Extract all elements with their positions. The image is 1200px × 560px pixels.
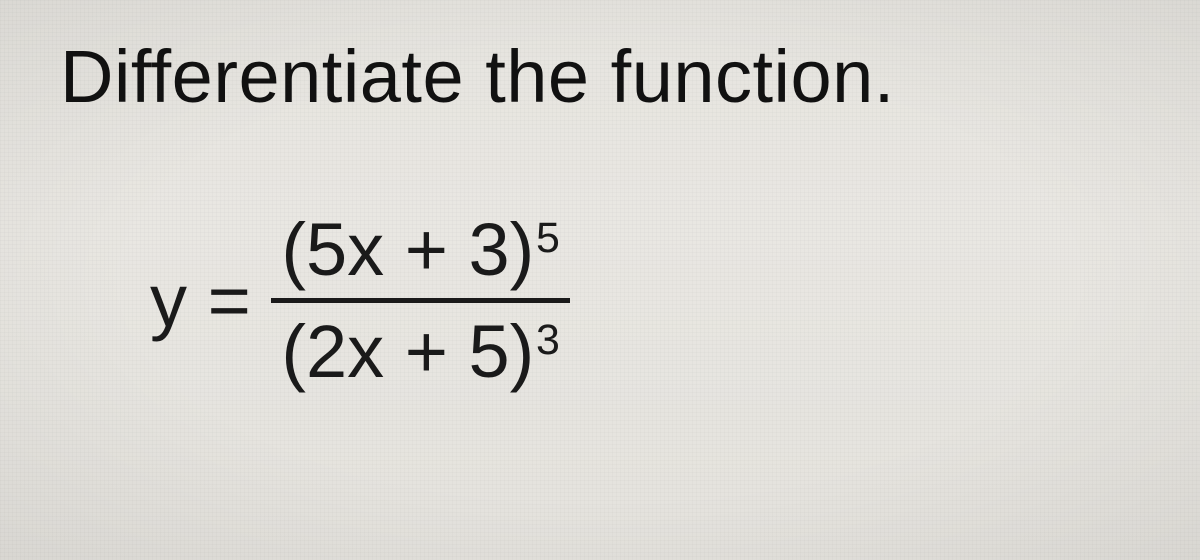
denominator-expression: (2x + 5)3: [281, 315, 560, 389]
numerator-exponent: 5: [536, 214, 560, 262]
numerator-expression: (5x + 3)5: [281, 213, 560, 287]
numerator-base: (5x + 3): [281, 208, 534, 291]
fraction-numerator: (5x + 3)5: [271, 207, 570, 292]
equals-sign: =: [208, 259, 251, 342]
equation: y = (5x + 3)5 (2x + 5)3: [150, 207, 895, 394]
fraction-denominator: (2x + 5)3: [271, 309, 570, 394]
fraction-bar: [271, 298, 570, 303]
instruction-text: Differentiate the function.: [60, 36, 895, 117]
math-problem: Differentiate the function. y = (5x + 3)…: [60, 36, 895, 394]
equation-lhs: y =: [150, 258, 251, 343]
variable-y: y: [150, 259, 187, 342]
fraction: (5x + 3)5 (2x + 5)3: [271, 207, 570, 394]
denominator-exponent: 3: [536, 316, 560, 364]
denominator-base: (2x + 5): [281, 310, 534, 393]
